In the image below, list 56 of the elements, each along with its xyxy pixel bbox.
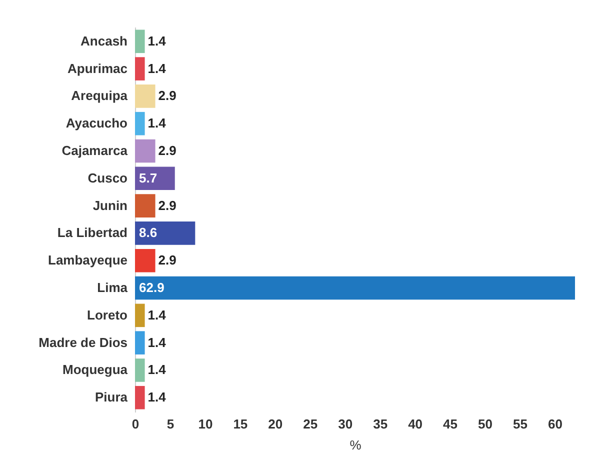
data-label: 2.9	[158, 252, 176, 268]
bar	[135, 331, 145, 354]
y-tick-label: Lima	[97, 280, 128, 296]
bar	[135, 194, 156, 218]
bar	[135, 30, 145, 54]
x-tick-label: 45	[443, 416, 458, 432]
bar	[135, 57, 145, 80]
x-tick-label: 35	[373, 416, 388, 432]
y-tick-label: Lambayeque	[48, 252, 128, 268]
x-tick-label: 10	[198, 416, 213, 432]
bar	[135, 139, 156, 163]
y-tick-label: Junin	[92, 198, 128, 213]
bar	[135, 112, 145, 136]
data-label: 1.4	[148, 334, 167, 350]
data-label: 5.7	[139, 170, 158, 186]
x-tick-label: 5	[166, 416, 174, 432]
y-tick-label: Loreto	[87, 307, 128, 322]
data-label: 1.4	[148, 33, 167, 48]
y-tick-label: Cajamarca	[62, 142, 128, 158]
x-tick-label: 30	[338, 416, 353, 432]
x-tick-label: 20	[268, 416, 283, 432]
bar	[135, 248, 156, 272]
data-label: 1.4	[148, 390, 167, 405]
x-tick-label: 0	[132, 416, 140, 432]
bar	[135, 304, 145, 328]
data-label: 1.4	[148, 60, 167, 76]
data-label: 1.4	[148, 116, 167, 131]
data-label: 8.6	[139, 225, 158, 240]
x-tick-label: 25	[303, 416, 318, 432]
y-tick-label: Arequipa	[71, 88, 128, 104]
y-tick-label: Cusco	[88, 170, 128, 186]
bar	[135, 84, 156, 108]
bar	[135, 358, 145, 382]
x-axis-title: %	[350, 438, 362, 452]
bar	[135, 166, 175, 190]
bar	[135, 386, 145, 410]
x-tick-label: 50	[478, 416, 492, 432]
data-label: 1.4	[148, 362, 167, 378]
y-tick-label: La Libertad	[57, 225, 128, 240]
y-tick-label: Ayacucho	[66, 116, 128, 131]
x-tick-label: 40	[408, 416, 423, 432]
y-tick-label: Madre de Dios	[38, 334, 128, 350]
data-label: 62.9	[139, 280, 164, 296]
data-label: 2.9	[158, 198, 176, 213]
y-tick-label: Moquegua	[62, 362, 128, 378]
data-label: 2.9	[158, 88, 176, 104]
y-tick-label: Apurimac	[68, 60, 128, 76]
y-tick-label: Piura	[94, 390, 128, 405]
y-tick-label: Ancash	[80, 33, 128, 48]
x-tick-label: 60	[548, 416, 562, 432]
x-tick-label: 55	[513, 416, 528, 432]
data-label: 2.9	[158, 142, 176, 158]
bar	[135, 276, 575, 300]
x-tick-label: 15	[233, 416, 248, 432]
bar	[135, 222, 196, 245]
data-label: 1.4	[148, 307, 167, 322]
